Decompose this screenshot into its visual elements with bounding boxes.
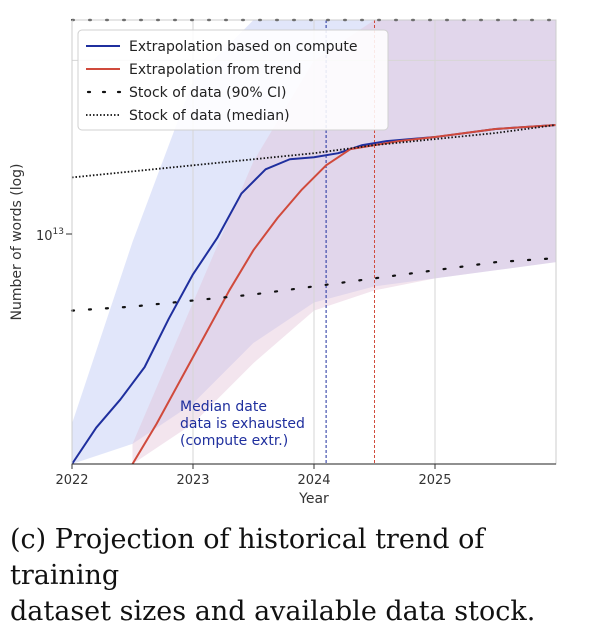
x-tick-label: 2025 [418,473,451,488]
x-ticks: 2022 2023 2024 2025 [55,464,452,488]
legend-label-median: Stock of data (median) [129,108,290,124]
legend: Extrapolation based on compute Extrapola… [77,29,389,131]
y-axis-label: Number of words (log) [9,163,25,320]
x-tick-label: 2022 [55,473,88,488]
series-trend [131,123,557,465]
chart: 2022 2023 2024 2025 1013 Year Number of wor… [9,18,558,507]
caption-line-2: dataset sizes and available data stock. [10,596,536,627]
caption-line-1: (c) Projection of historical trend of tr… [10,524,485,591]
x-tick-label: 2023 [176,473,209,488]
x-axis-label: Year [298,491,329,507]
legend-label-ci: Stock of data (90% CI) [129,85,287,101]
series-stock-median [71,124,557,179]
y-tick-base: 10 [36,229,53,244]
annotation-line-1: Median date [180,399,267,415]
exhaustion-annotation: Median date data is exhausted (compute e… [180,399,309,449]
legend-label-trend: Extrapolation from trend [129,62,301,78]
y-tick-exponent: 13 [53,227,64,237]
exhaustion-lines [325,20,375,464]
x-tick-label: 2024 [297,473,330,488]
legend-label-compute: Extrapolation based on compute [129,39,358,55]
annotation-line-2: data is exhausted [180,416,305,432]
band-trend-band [132,20,556,464]
legend-box [77,29,389,131]
annotation-line-3: (compute extr.) [180,433,288,449]
y-tick-label: 1013 [36,227,64,244]
series-lines [70,18,558,465]
figure-caption: (c) Projection of historical trend of tr… [10,522,600,630]
